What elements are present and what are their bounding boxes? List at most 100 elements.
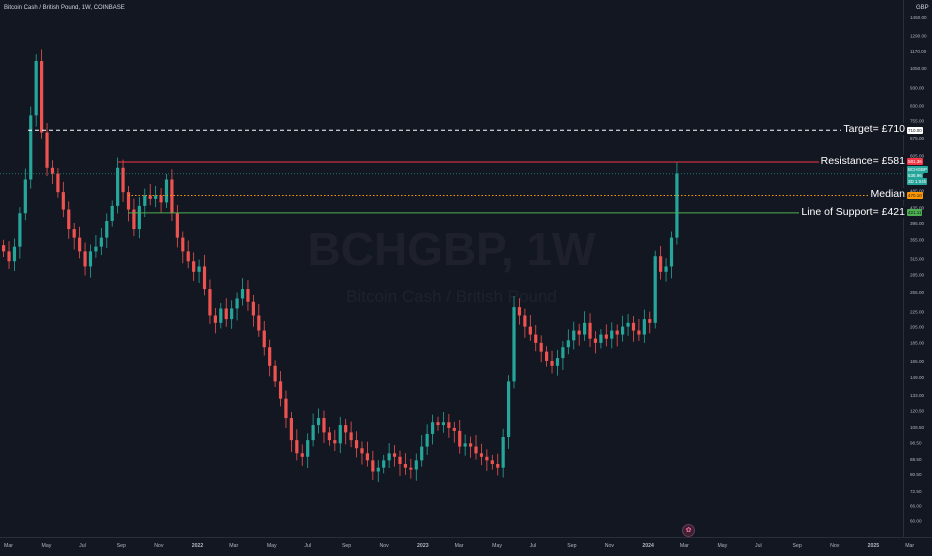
candle-body xyxy=(110,205,114,221)
y-tick-label: 149.00 xyxy=(910,375,924,380)
candle-body xyxy=(295,440,299,454)
candle-body xyxy=(306,440,310,457)
x-tick-label: May xyxy=(267,543,277,549)
candle-body xyxy=(72,229,76,238)
candle-body xyxy=(311,425,315,441)
support-annotation[interactable]: Line of Support= £421 xyxy=(799,205,907,218)
candle-body xyxy=(18,213,22,247)
candle-body xyxy=(333,440,337,444)
x-tick-label: Nov xyxy=(380,543,390,549)
candle-body xyxy=(181,237,185,252)
candle-body xyxy=(99,237,103,247)
candle-body xyxy=(463,443,467,447)
candle-body xyxy=(506,381,511,438)
target-annotation[interactable]: Target= £710 xyxy=(841,123,907,136)
candle-body xyxy=(148,195,152,199)
median-annotation[interactable]: Median xyxy=(868,188,907,201)
candle-body xyxy=(648,319,652,323)
candle-body xyxy=(34,61,38,116)
candle-body xyxy=(56,173,60,193)
candle-body xyxy=(441,422,446,426)
candle-body xyxy=(154,195,158,199)
y-tick-label: 355.00 xyxy=(910,238,924,243)
x-tick-label: Sep xyxy=(793,543,802,549)
candle-body xyxy=(278,381,283,399)
candle-body xyxy=(420,446,424,461)
y-tick-label: 72.50 xyxy=(910,489,922,494)
candle-body xyxy=(240,289,245,299)
candle-body xyxy=(316,418,321,426)
candle-body xyxy=(284,398,288,419)
candle-body xyxy=(50,167,55,174)
tradingview-logo-icon[interactable]: ✿ xyxy=(682,524,695,537)
candle-body xyxy=(338,425,342,444)
time-axis[interactable]: Mar May Jul Sep Nov 2022 Mar May Jul Sep Nov 2023 Ma… xyxy=(0,537,932,551)
candle-body xyxy=(371,460,375,472)
x-tick-label: 2024 xyxy=(642,543,654,549)
candle-body xyxy=(126,192,131,210)
y-tick-label: 830.00 xyxy=(910,103,924,108)
resistance-price-tag: 581.36 xyxy=(907,158,923,166)
candle-body xyxy=(322,418,326,433)
y-tick-label: 435.00 xyxy=(910,206,924,211)
candle-body xyxy=(615,330,619,335)
candle-body xyxy=(479,453,484,457)
candle-body xyxy=(88,251,93,267)
y-tick-label: 395.00 xyxy=(910,221,924,226)
x-tick-label: May xyxy=(42,543,52,549)
y-tick-label: 225.00 xyxy=(910,310,924,315)
candle-body xyxy=(447,422,451,428)
x-tick-label: May xyxy=(492,543,502,549)
candle-body xyxy=(208,289,212,316)
candle-body xyxy=(360,448,364,454)
y-tick-label: 675.00 xyxy=(910,136,924,141)
candle-body xyxy=(192,261,196,272)
candle-body xyxy=(414,460,418,470)
y-tick-label: 98.50 xyxy=(910,440,922,445)
currency-label: GBP xyxy=(916,5,929,11)
candles-layer xyxy=(2,49,679,482)
candle-body xyxy=(631,322,636,331)
candle-body xyxy=(637,330,641,335)
resistance-annotation[interactable]: Resistance= £581 xyxy=(818,154,907,167)
target-price-tag: 710.00 xyxy=(907,126,923,134)
candle-body xyxy=(170,179,174,214)
y-tick-label: 165.00 xyxy=(910,359,924,364)
symbol-title[interactable]: Bitcoin Cash / British Pound, 1W, COINBA… xyxy=(4,5,125,11)
candle-body xyxy=(485,456,489,461)
y-tick-label: 80.50 xyxy=(910,472,922,477)
candle-body xyxy=(517,307,522,316)
x-tick-label: Jul xyxy=(530,543,537,549)
y-tick-label: 133.00 xyxy=(910,393,924,398)
candle-body xyxy=(2,245,6,252)
candle-body xyxy=(458,430,462,447)
candle-body xyxy=(474,446,478,454)
candle-body xyxy=(550,360,554,366)
candle-body xyxy=(197,266,201,272)
candle-body xyxy=(528,326,532,335)
candle-body xyxy=(392,453,397,457)
candle-body xyxy=(262,330,266,348)
candle-body xyxy=(12,246,17,262)
candle-body xyxy=(626,322,630,327)
candle-body xyxy=(219,308,223,323)
candle-body xyxy=(403,463,408,468)
price-axis[interactable]: 1450.00 1290.00 1170.00 1050.00 930.00 830.00… xyxy=(903,0,932,537)
y-tick-label: 108.50 xyxy=(910,425,924,430)
candle-body xyxy=(159,195,163,203)
y-tick-label: 755.00 xyxy=(910,118,924,123)
candle-body xyxy=(40,61,44,133)
candle-body xyxy=(61,192,65,210)
x-tick-label: May xyxy=(717,543,727,549)
candle-body xyxy=(534,334,538,343)
candle-body xyxy=(398,456,402,464)
x-tick-label: Nov xyxy=(605,543,615,549)
y-tick-label: 88.50 xyxy=(910,457,922,462)
candle-body xyxy=(327,432,331,441)
candle-body xyxy=(512,307,516,382)
last-price-tag: 538.96 xyxy=(907,171,923,179)
x-tick-label: 2023 xyxy=(417,543,429,549)
candle-body xyxy=(566,340,570,348)
